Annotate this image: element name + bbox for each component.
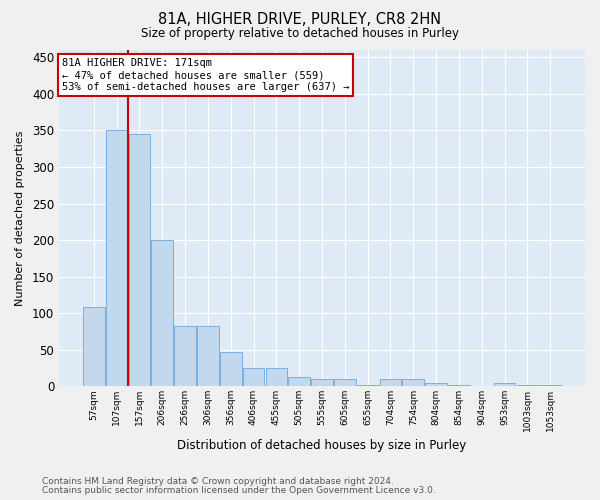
Bar [174, 326, 196, 386]
Bar [83, 308, 104, 386]
X-axis label: Distribution of detached houses by size in Purley: Distribution of detached houses by size … [178, 440, 467, 452]
Bar [403, 379, 424, 386]
Bar [266, 368, 287, 386]
Y-axis label: Number of detached properties: Number of detached properties [15, 130, 25, 306]
Text: Contains public sector information licensed under the Open Government Licence v3: Contains public sector information licen… [42, 486, 436, 495]
Text: Size of property relative to detached houses in Purley: Size of property relative to detached ho… [141, 28, 459, 40]
Bar [425, 382, 447, 386]
Bar [311, 379, 333, 386]
Bar [494, 382, 515, 386]
Bar [128, 134, 150, 386]
Bar [380, 379, 401, 386]
Bar [197, 326, 219, 386]
Bar [243, 368, 265, 386]
Bar [539, 385, 561, 386]
Text: 81A, HIGHER DRIVE, PURLEY, CR8 2HN: 81A, HIGHER DRIVE, PURLEY, CR8 2HN [158, 12, 442, 28]
Bar [357, 385, 379, 386]
Bar [448, 385, 470, 386]
Text: 81A HIGHER DRIVE: 171sqm
← 47% of detached houses are smaller (559)
53% of semi-: 81A HIGHER DRIVE: 171sqm ← 47% of detach… [62, 58, 349, 92]
Text: Contains HM Land Registry data © Crown copyright and database right 2024.: Contains HM Land Registry data © Crown c… [42, 477, 394, 486]
Bar [289, 378, 310, 386]
Bar [220, 352, 242, 386]
Bar [334, 379, 356, 386]
Bar [106, 130, 127, 386]
Bar [517, 385, 538, 386]
Bar [151, 240, 173, 386]
